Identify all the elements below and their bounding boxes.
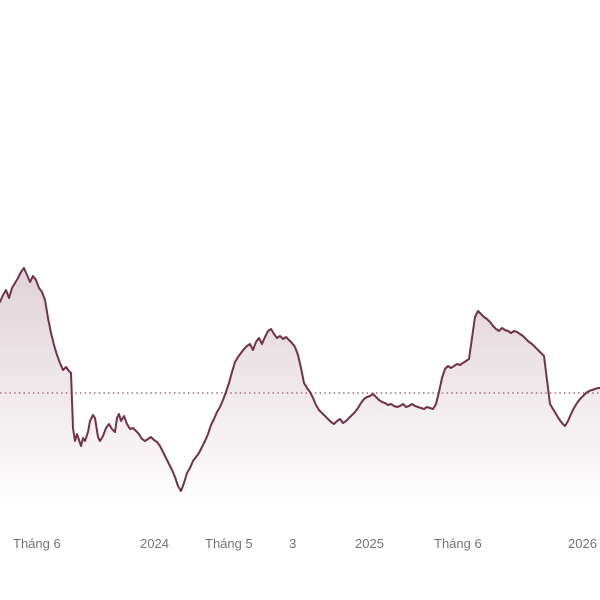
x-axis-label: Tháng 5 [205,536,253,551]
x-axis-label: 2026 [568,536,597,551]
x-axis-label: Tháng 6 [434,536,482,551]
x-axis-label: 2025 [355,536,384,551]
price-area-fill [0,268,600,530]
x-axis-label: 3 [289,536,297,551]
price-chart-svg [0,267,600,530]
price-line [0,267,600,492]
x-axis-labels: Tháng 6 2024 Tháng 5 3 2025 Tháng 6 2026 [0,536,600,554]
price-chart[interactable] [0,0,600,530]
x-axis-label: 2024 [140,536,169,551]
x-axis-label: Tháng 6 [13,536,61,551]
